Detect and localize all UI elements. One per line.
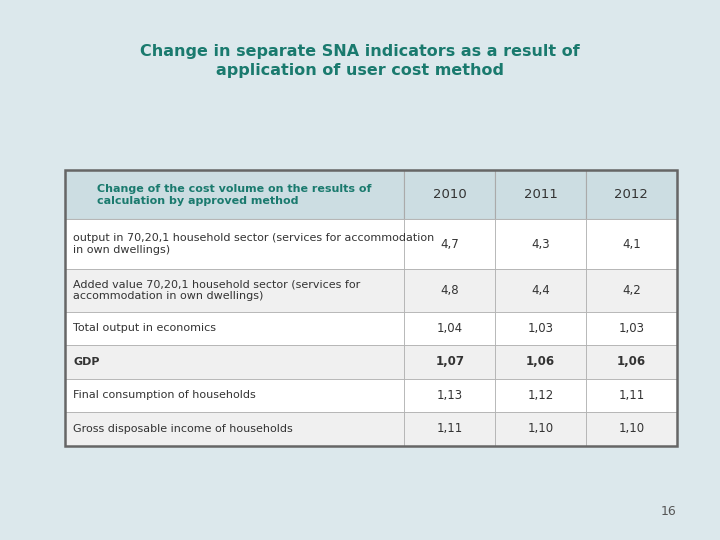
Text: 4,1: 4,1 bbox=[622, 238, 641, 251]
Text: 1,04: 1,04 bbox=[437, 322, 463, 335]
Text: 1,06: 1,06 bbox=[617, 355, 646, 368]
Text: Total output in economics: Total output in economics bbox=[73, 323, 217, 334]
Text: 1,07: 1,07 bbox=[436, 355, 464, 368]
Text: 16: 16 bbox=[661, 505, 677, 518]
Text: 4,2: 4,2 bbox=[622, 284, 641, 297]
Text: Gross disposable income of households: Gross disposable income of households bbox=[73, 424, 293, 434]
Text: output in 70,20,1 household sector (services for accommodation
in own dwellings): output in 70,20,1 household sector (serv… bbox=[73, 233, 435, 255]
Text: 1,03: 1,03 bbox=[528, 322, 554, 335]
Text: 1,03: 1,03 bbox=[618, 322, 644, 335]
Text: 1,10: 1,10 bbox=[528, 422, 554, 435]
Text: 2011: 2011 bbox=[523, 188, 557, 201]
Text: 1,06: 1,06 bbox=[526, 355, 555, 368]
Text: 1,13: 1,13 bbox=[437, 389, 463, 402]
Text: application of user cost method: application of user cost method bbox=[216, 63, 504, 78]
Text: 1,12: 1,12 bbox=[528, 389, 554, 402]
Text: 1,11: 1,11 bbox=[618, 389, 644, 402]
Text: 4,3: 4,3 bbox=[531, 238, 550, 251]
Text: 4,4: 4,4 bbox=[531, 284, 550, 297]
Text: 2012: 2012 bbox=[614, 188, 648, 201]
Text: 4,8: 4,8 bbox=[441, 284, 459, 297]
Text: 1,10: 1,10 bbox=[618, 422, 644, 435]
Text: 2010: 2010 bbox=[433, 188, 467, 201]
Text: Change of the cost volume on the results of
calculation by approved method: Change of the cost volume on the results… bbox=[97, 184, 372, 206]
Text: 1,11: 1,11 bbox=[437, 422, 463, 435]
Text: Change in separate SNA indicators as a result of: Change in separate SNA indicators as a r… bbox=[140, 44, 580, 59]
Text: GDP: GDP bbox=[73, 357, 100, 367]
Text: Final consumption of households: Final consumption of households bbox=[73, 390, 256, 400]
Text: Added value 70,20,1 household sector (services for
accommodation in own dwelling: Added value 70,20,1 household sector (se… bbox=[73, 280, 361, 301]
Text: 4,7: 4,7 bbox=[441, 238, 459, 251]
